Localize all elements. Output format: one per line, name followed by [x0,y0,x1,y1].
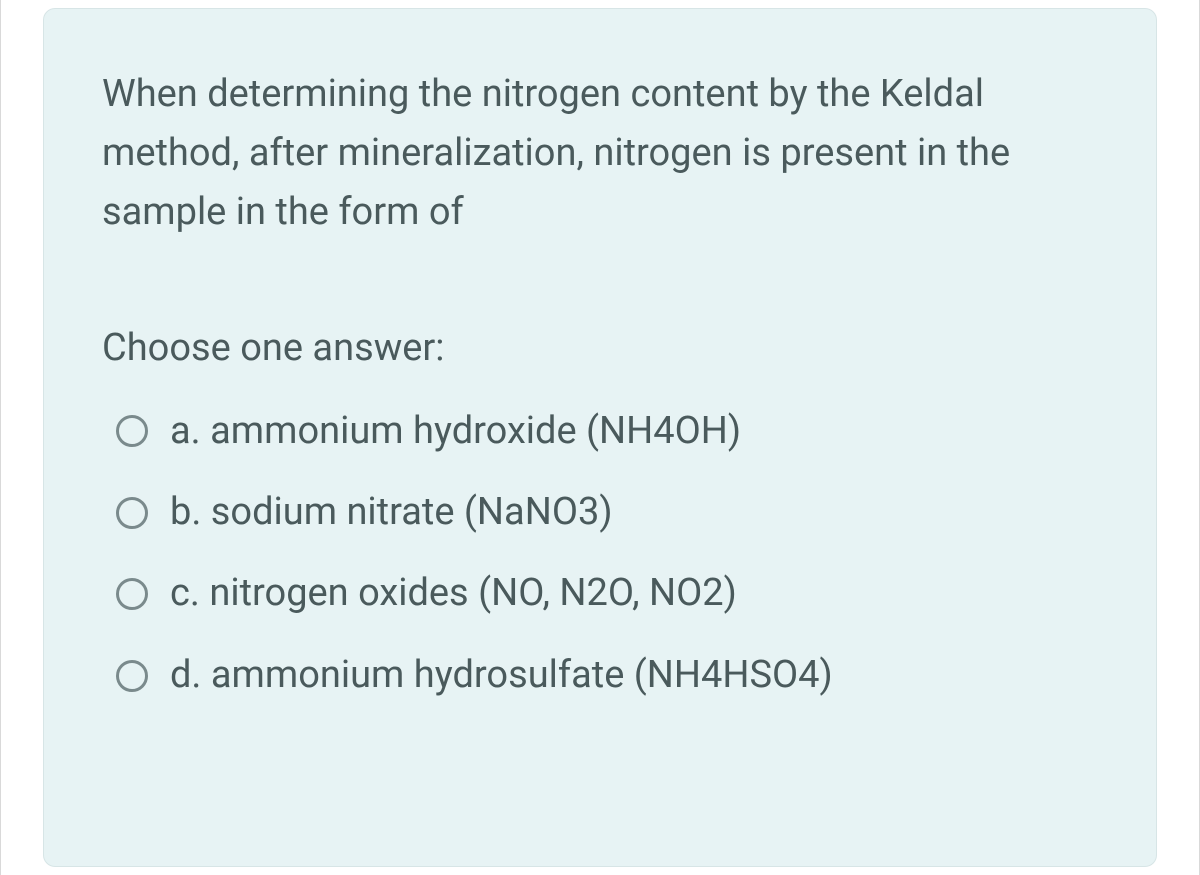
option-letter: a. [170,409,201,453]
option-label: b. sodium nitrate (NaNO3) [170,488,613,537]
option-label: d. ammonium hydrosulfate (NH4HSO4) [170,651,833,700]
option-text: nitrogen oxides (NO, N2O, NO2) [209,571,736,615]
question-card: When determining the nitrogen content by… [43,8,1157,867]
option-label: a. ammonium hydroxide (NH4OH) [170,407,741,456]
option-text: ammonium hydroxide (NH4OH) [210,409,741,453]
option-b[interactable]: b. sodium nitrate (NaNO3) [116,488,1098,537]
option-d[interactable]: d. ammonium hydrosulfate (NH4HSO4) [116,651,1098,700]
radio-icon[interactable] [116,660,148,692]
option-a[interactable]: a. ammonium hydroxide (NH4OH) [116,407,1098,456]
page-container: When determining the nitrogen content by… [0,0,1200,875]
radio-icon[interactable] [116,578,148,610]
question-text: When determining the nitrogen content by… [102,65,1098,242]
option-letter: c. [170,571,200,615]
radio-icon[interactable] [116,415,148,447]
option-label: c. nitrogen oxides (NO, N2O, NO2) [170,569,737,618]
options-list: a. ammonium hydroxide (NH4OH) b. sodium … [102,407,1098,701]
radio-icon[interactable] [116,497,148,529]
instruction-text: Choose one answer: [102,320,1098,377]
option-letter: d. [170,653,201,697]
option-letter: b. [170,490,201,534]
option-text: sodium nitrate (NaNO3) [211,490,613,534]
option-c[interactable]: c. nitrogen oxides (NO, N2O, NO2) [116,569,1098,618]
option-text: ammonium hydrosulfate (NH4HSO4) [211,653,833,697]
